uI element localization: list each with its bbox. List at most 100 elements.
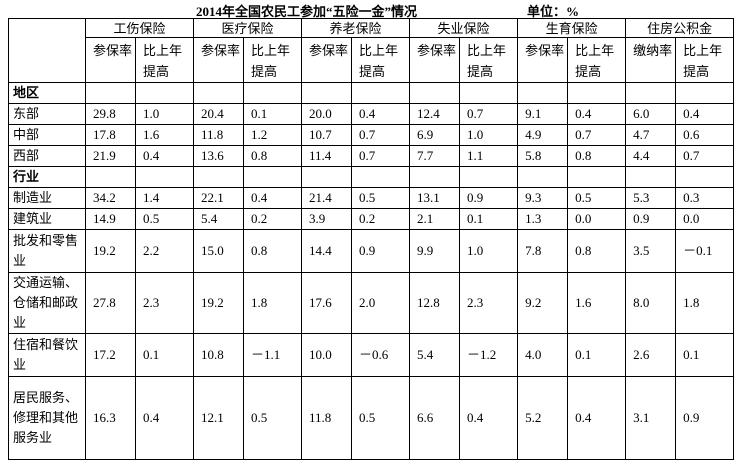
row-label: 建筑业: [8, 208, 86, 230]
cell: 0.7: [567, 124, 627, 146]
subheader: 比上年提高: [567, 37, 627, 83]
group-header: 生育保险: [517, 18, 627, 38]
subheader: 比上年提高: [459, 37, 519, 83]
row-label: 交通运输、仓储和邮政业: [8, 272, 86, 334]
cell: 21.4: [301, 187, 353, 209]
cell: 0.2: [351, 208, 411, 230]
cell: 17.2: [85, 333, 136, 377]
cell: 13.6: [193, 145, 245, 167]
cell: 12.4: [409, 103, 461, 125]
empty-cell: [243, 82, 303, 104]
cell: 34.2: [85, 187, 136, 209]
cell: 0.0: [567, 208, 627, 230]
corner: [8, 18, 86, 83]
empty-cell: [625, 82, 677, 104]
cell: 9.1: [517, 103, 569, 125]
data-table: 工伤保险 医疗保险 养老保险 失业保险 生育保险 住房公积金 参保率 比上年提高 参保率 比上年提…: [8, 18, 735, 460]
cell: 5.8: [517, 145, 569, 167]
cell: 7.8: [517, 229, 569, 273]
cell: 17.8: [85, 124, 136, 146]
cell: 27.8: [85, 272, 136, 334]
row-label: 中部: [8, 124, 86, 146]
cell: 12.8: [409, 272, 461, 334]
empty-cell: [675, 82, 735, 104]
cell: 0.1: [243, 103, 303, 125]
row-label: 西部: [8, 145, 86, 167]
empty-cell: [134, 166, 195, 188]
empty-cell: [459, 166, 519, 188]
cell: 10.7: [301, 124, 353, 146]
empty-cell: [459, 82, 519, 104]
cell: 9.2: [517, 272, 569, 334]
cell: 1.0: [459, 229, 519, 273]
cell: 3.9: [301, 208, 353, 230]
cell: 0.4: [243, 187, 303, 209]
cell: 29.8: [85, 103, 136, 125]
subheader: 参保率: [193, 37, 245, 83]
cell: 4.9: [517, 124, 569, 146]
subheader: 比上年提高: [675, 37, 735, 83]
cell: 5.3: [625, 187, 677, 209]
cell: 0.4: [675, 103, 735, 125]
empty-cell: [134, 82, 195, 104]
subheader: 比上年提高: [134, 37, 195, 83]
cell: 1.1: [459, 145, 519, 167]
cell: 0.0: [675, 208, 735, 230]
subheader-row: 参保率 比上年提高 参保率 比上年提高 参保率 比上年提高 参保率 比上年提高 参保率 比上年提高…: [9, 37, 735, 83]
data-row: 制造业 34.2 1.4 22.1 0.4 21.4 0.5 13.1 0.9 9.3 0.5 5.3…: [8, 187, 735, 209]
cell: 19.2: [85, 229, 136, 273]
empty-cell: [675, 166, 735, 188]
row-label: 制造业: [8, 187, 86, 209]
empty-cell: [625, 166, 677, 188]
cell: 0.6: [675, 124, 735, 146]
cell: 0.4: [134, 376, 195, 460]
group-header: 工伤保险: [84, 18, 195, 38]
cell: 2.6: [625, 333, 677, 377]
unit: 单位：%: [527, 4, 580, 19]
header: 2014年全国农民工参加“五险一金”情况 单位：%: [0, 1, 738, 19]
cell: 21.9: [85, 145, 136, 167]
cell: 2.2: [134, 229, 195, 273]
empty-cell: [193, 166, 245, 188]
cell: 10.8: [193, 333, 245, 377]
cell: 2.3: [459, 272, 519, 334]
cell: 0.1: [459, 208, 519, 230]
cell: －0.1: [675, 229, 735, 273]
cell: 14.9: [85, 208, 136, 230]
cell: 4.0: [517, 333, 569, 377]
cell: 4.4: [625, 145, 677, 167]
cell: －1.1: [243, 333, 303, 377]
group-header: 养老保险: [301, 18, 411, 38]
cell: 0.2: [243, 208, 303, 230]
header-row: 工伤保险 医疗保险 养老保险 失业保险 生育保险 住房公积金: [8, 18, 735, 83]
group-header: 医疗保险: [193, 18, 303, 38]
cell: 7.7: [409, 145, 461, 167]
cell: 15.0: [193, 229, 245, 273]
cell: 12.1: [193, 376, 245, 460]
cell: 0.1: [134, 333, 195, 377]
row-label: 东部: [8, 103, 86, 125]
empty-cell: [517, 166, 569, 188]
subheader: 缴纳率: [625, 37, 677, 83]
cell: 11.4: [301, 145, 353, 167]
cell: 0.4: [567, 103, 627, 125]
cell: 1.4: [134, 187, 195, 209]
section-title: 地区: [8, 82, 86, 104]
group-header: 失业保险: [409, 18, 519, 38]
cell: 13.1: [409, 187, 461, 209]
subheader: 参保率: [517, 37, 569, 83]
cell: 9.3: [517, 187, 569, 209]
cell: 0.7: [351, 124, 411, 146]
title: 2014年全国农民工参加“五险一金”情况: [196, 4, 418, 19]
cell: 0.8: [567, 145, 627, 167]
cell: 0.5: [243, 376, 303, 460]
cell: 3.5: [625, 229, 677, 273]
data-row: 批发和零售业 19.2 2.2 15.0 0.8 14.4 0.9 9.9 1.0 7.8 0.8 3…: [8, 229, 735, 273]
cell: 0.9: [625, 208, 677, 230]
empty-cell: [567, 82, 627, 104]
cell: －0.6: [351, 333, 411, 377]
cell: 17.6: [301, 272, 353, 334]
cell: 16.3: [85, 376, 136, 460]
data-row: 建筑业 14.9 0.5 5.4 0.2 3.9 0.2 2.1 0.1 1.3 0.0 0.9 0.0: [8, 208, 735, 230]
